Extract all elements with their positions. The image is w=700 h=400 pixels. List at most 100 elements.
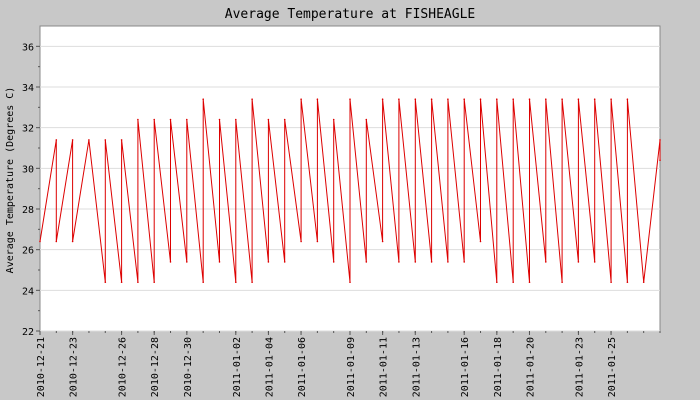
data-point (593, 98, 596, 100)
x-tick-label: 2011-01-02 (232, 337, 243, 397)
x-tick-label: 2011-01-09 (346, 337, 357, 397)
x-tick-label: 2011-01-16 (460, 337, 471, 397)
data-point (561, 281, 563, 284)
x-tick-label: 2011-01-04 (264, 337, 275, 397)
data-point (251, 281, 253, 284)
x-tick-label: 2010-12-30 (183, 337, 194, 397)
y-tick-label: 30 (22, 164, 34, 175)
data-point (577, 98, 580, 100)
x-tick-label: 2011-01-13 (411, 337, 422, 397)
data-point (479, 98, 482, 100)
data-point (414, 261, 417, 263)
x-tick-label: 2011-01-11 (379, 337, 390, 397)
x-tick-label: 2010-12-23 (69, 337, 80, 397)
data-point (447, 261, 449, 263)
data-point (528, 281, 531, 284)
data-point (300, 240, 302, 243)
data-point (626, 281, 629, 284)
data-point (300, 98, 302, 100)
data-point (512, 98, 514, 100)
y-tick-label: 32 (22, 124, 34, 135)
data-point (430, 261, 433, 263)
data-point (398, 261, 400, 263)
data-point (71, 139, 74, 141)
x-tick-label: 2011-01-20 (525, 337, 536, 397)
data-point (349, 98, 351, 100)
data-point (88, 139, 90, 141)
data-point (561, 98, 563, 100)
data-point (235, 118, 237, 121)
data-point (463, 261, 466, 263)
x-axis: 2010-12-21 2010-12-23 2010-12-26 2010-12-28… (36, 331, 661, 397)
data-point (104, 281, 107, 284)
data-point (545, 98, 547, 100)
data-point (153, 118, 155, 121)
data-point (169, 118, 172, 121)
y-tick-label: 22 (22, 327, 34, 338)
x-tick-label: 2011-01-25 (607, 337, 618, 397)
y-axis-label: Average Temperature (Degrees C) (5, 87, 16, 274)
y-tick-label: 24 (22, 286, 34, 297)
data-point (659, 159, 661, 161)
data-point (316, 98, 319, 100)
y-tick-label: 36 (22, 42, 34, 53)
data-point (283, 261, 286, 263)
data-point (39, 240, 41, 243)
data-point (545, 261, 547, 263)
data-point (593, 261, 596, 263)
data-point (104, 139, 107, 141)
data-point (55, 139, 58, 141)
data-point (218, 118, 221, 121)
data-point (479, 240, 482, 243)
data-point (496, 98, 498, 100)
y-axis: 22 24 26 28 30 32 34 36 (22, 42, 40, 338)
data-point (137, 118, 139, 121)
data-point (398, 98, 400, 100)
data-point (267, 118, 270, 121)
x-tick-label: 2011-01-23 (574, 337, 585, 397)
data-point (316, 240, 319, 243)
data-point (186, 118, 188, 121)
series (39, 98, 661, 284)
data-point (202, 98, 204, 100)
data-point (659, 139, 661, 141)
data-point (414, 98, 417, 100)
data-point (251, 98, 253, 100)
chart-title: Average Temperature at FISHEAGLE (225, 7, 475, 22)
data-point (626, 98, 629, 100)
data-point (365, 118, 368, 121)
data-point (55, 240, 58, 243)
data-point (332, 261, 335, 263)
data-point (577, 261, 580, 263)
data-point (332, 118, 335, 121)
data-point (528, 98, 531, 100)
x-tick-label: 2010-12-21 (36, 337, 47, 397)
y-tick-label: 28 (22, 205, 34, 216)
data-point (202, 281, 204, 284)
data-point (512, 281, 514, 284)
data-point (137, 281, 139, 284)
data-point (496, 281, 498, 284)
y-tick-label: 34 (22, 83, 34, 94)
data-point (120, 281, 123, 284)
data-point (71, 240, 74, 243)
data-point (381, 98, 384, 100)
data-point (169, 261, 172, 263)
data-point (267, 261, 270, 263)
data-point (430, 98, 433, 100)
data-point (120, 139, 123, 141)
data-point (447, 98, 449, 100)
data-point (381, 240, 384, 243)
data-point (610, 98, 612, 100)
data-point (235, 281, 237, 284)
data-point (463, 98, 466, 100)
data-point (642, 281, 645, 284)
x-tick-label: 2010-12-26 (118, 337, 129, 397)
data-point (153, 281, 155, 284)
data-point (283, 118, 286, 121)
data-point (349, 281, 351, 284)
x-tick-label: 2011-01-06 (297, 337, 308, 397)
data-point (186, 261, 188, 263)
y-tick-label: 26 (22, 246, 34, 257)
